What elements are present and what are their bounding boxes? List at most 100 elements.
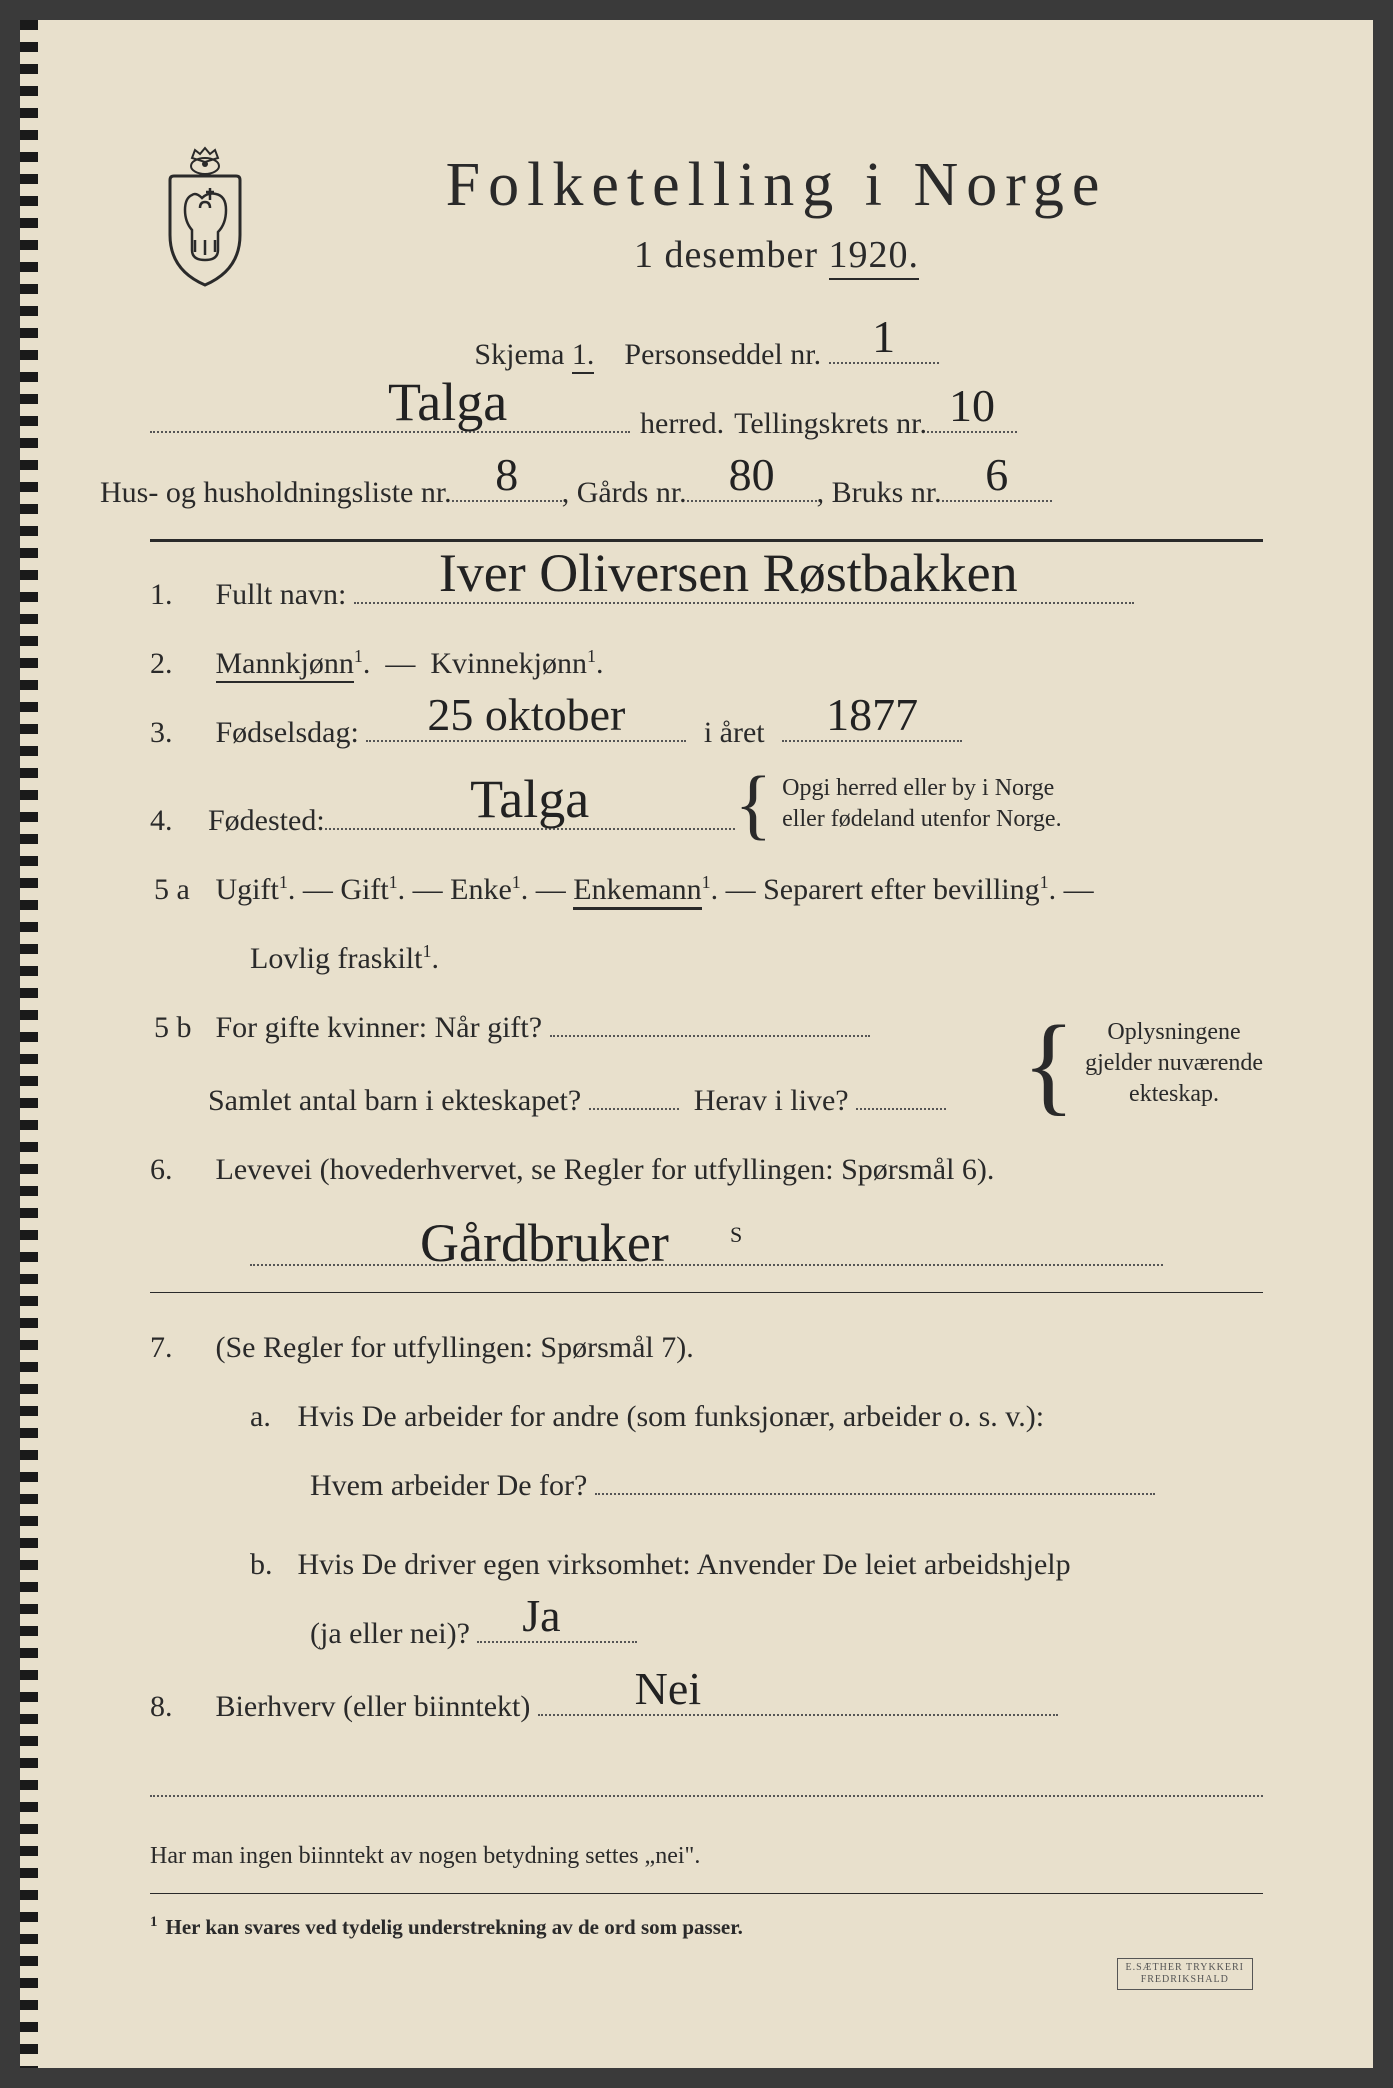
q3-day-field: 25 oktober — [366, 740, 686, 742]
q5a-separert: Separert efter bevilling — [763, 873, 1040, 906]
gards-value: 80 — [729, 452, 775, 498]
q5b-note1: Oplysningene — [1107, 1019, 1240, 1045]
bruks-label: , Bruks nr. — [817, 464, 942, 521]
q5b-note2: gjelder nuværende — [1085, 1050, 1263, 1076]
q4-num: 4. — [150, 792, 208, 849]
q2-mann: Mannkjønn — [216, 647, 354, 683]
herred-label: herred. — [640, 395, 724, 452]
q6-field: Gårdbruker S — [250, 1210, 1163, 1266]
stamp-2: FREDRIKSHALD — [1141, 1974, 1229, 1985]
q5a-enke: Enke — [450, 873, 512, 906]
q7b-label: Hvis De driver egen virksomhet: Anvender… — [298, 1548, 1071, 1581]
bruks-field: 6 — [942, 500, 1052, 502]
q6-value: Gårdbruker — [420, 1216, 669, 1270]
q4: 4. Fødested: Talga { Opgi herred eller b… — [150, 773, 1263, 849]
gards-field: 80 — [687, 500, 817, 502]
q8-label: Bierhverv (eller biinntekt) — [216, 1690, 531, 1723]
q4-value: Talga — [470, 772, 589, 826]
q7b-value: Ja — [522, 1593, 560, 1639]
q7a-2: Hvem arbeider De for? — [150, 1457, 1263, 1514]
herred-line: Talga herred. Tellingskrets nr. 10 — [150, 395, 1263, 452]
q8: 8. Bierhverv (eller biinntekt) Nei — [150, 1678, 1263, 1735]
q3-day: 25 oktober — [427, 692, 625, 738]
q1-num: 1. — [150, 566, 208, 623]
q5b-label: For gifte kvinner: Når gift? — [216, 1011, 543, 1044]
skjema-label: Skjema — [474, 338, 564, 371]
q4-note2: eller fødeland utenfor Norge. — [782, 806, 1061, 832]
q5b-label2: Samlet antal barn i ekteskapet? — [208, 1084, 581, 1117]
q7a-field — [595, 1493, 1155, 1495]
form-body: Skjema 1. Personseddel nr. 1 Talga herre… — [150, 326, 1263, 1948]
husliste-value: 8 — [495, 452, 518, 498]
q7a: a. Hvis De arbeider for andre (som funks… — [150, 1388, 1263, 1445]
footnote-text: Her kan svares ved tydelig understreknin… — [166, 1915, 743, 1939]
q4-label: Fødested: — [208, 792, 325, 849]
footer-note: Har man ingen biinntekt av nogen betydni… — [150, 1834, 1263, 1880]
subtitle-date: 1 desember — [634, 234, 818, 276]
personseddel-label: Personseddel nr. — [624, 338, 821, 371]
q5b-field3 — [856, 1108, 946, 1110]
q6: 6. Levevei (hovederhvervet, se Regler fo… — [150, 1141, 1263, 1198]
tellingskrets-field: 10 — [927, 431, 1017, 433]
q6-suffix: S — [730, 1224, 742, 1246]
q8-field: Nei — [538, 1714, 1058, 1716]
q7b-2: (ja eller nei)? Ja — [150, 1605, 1263, 1662]
personseddel-field: 1 — [829, 362, 939, 364]
q3-label: Fødselsdag: — [216, 716, 359, 749]
q7: 7. (Se Regler for utfyllingen: Spørsmål … — [150, 1319, 1263, 1376]
q5a-ugift: Ugift — [216, 873, 279, 906]
divider-1 — [150, 539, 1263, 542]
main-title: Folketelling i Norge — [290, 150, 1263, 221]
q5b-note3: ekteskap. — [1129, 1081, 1219, 1107]
tellingskrets-value: 10 — [949, 383, 995, 429]
q1-value: Iver Oliversen Røstbakken — [439, 546, 1018, 600]
q3-mid: i året — [704, 716, 765, 749]
bruks-value: 6 — [985, 452, 1008, 498]
q7-label: (Se Regler for utfyllingen: Spørsmål 7). — [216, 1331, 694, 1364]
q5a-enkemann: Enkemann — [573, 873, 701, 910]
title-block: Folketelling i Norge 1 desember 1920. — [290, 140, 1263, 277]
coat-of-arms-icon — [150, 140, 260, 290]
q7a-num: a. — [250, 1388, 290, 1445]
q3-year-field: 1877 — [782, 740, 962, 742]
q5b: 5 b For gifte kvinner: Når gift? Samlet … — [150, 999, 1263, 1129]
q4-note1: Opgi herred eller by i Norge — [782, 775, 1054, 801]
q5b-label3: Herav i live? — [694, 1084, 849, 1117]
subtitle: 1 desember 1920. — [290, 233, 1263, 277]
divider-3 — [150, 1893, 1263, 1894]
brace-icon: { — [735, 781, 772, 828]
q8-num: 8. — [150, 1678, 208, 1735]
q7-num: 7. — [150, 1319, 208, 1376]
subtitle-year: 1920. — [829, 234, 920, 280]
q5a-lovlig: Lovlig fraskilt — [250, 942, 422, 975]
q7a-label: Hvis De arbeider for andre (som funksjon… — [298, 1400, 1045, 1433]
printer-stamp: E.SÆTHER TRYKKERI FREDRIKSHALD — [1117, 1958, 1254, 1990]
q2: 2. Mannkjønn1. — Kvinnekjønn1. — [150, 635, 1263, 692]
skjema-line: Skjema 1. Personseddel nr. 1 — [150, 326, 1263, 383]
binding-perforations — [20, 20, 38, 2068]
footnote: 1Her kan svares ved tydelig understrekni… — [150, 1908, 1263, 1948]
q5b-field1 — [550, 1035, 870, 1037]
personseddel-value: 1 — [872, 314, 895, 360]
q2-kvinne: Kvinnekjønn — [430, 647, 587, 680]
q7b-field: Ja — [477, 1641, 637, 1643]
q5a-cont: Lovlig fraskilt1. — [150, 930, 1263, 987]
q1-label: Fullt navn: — [216, 578, 347, 611]
husliste-field: 8 — [452, 500, 562, 502]
q5a-gift: Gift — [340, 873, 388, 906]
q5b-field2 — [589, 1108, 679, 1110]
husliste-label: Hus- og husholdningsliste nr. — [100, 464, 452, 521]
q6-label: Levevei (hovederhvervet, se Regler for u… — [216, 1153, 995, 1186]
q4-field: Talga — [325, 828, 735, 830]
q8-value: Nei — [635, 1666, 701, 1712]
q5a-num: 5 a — [150, 861, 208, 918]
divider-2 — [150, 1292, 1263, 1293]
q5b-note: { Oplysningene gjelder nuværende ekteska… — [1022, 1017, 1263, 1111]
brace-icon: { — [1022, 1031, 1075, 1097]
q7b-num: b. — [250, 1536, 290, 1593]
q7b-label2: (ja eller nei)? — [310, 1617, 470, 1650]
q3-num: 3. — [150, 704, 208, 761]
herred-field: Talga — [150, 431, 630, 433]
q5b-num: 5 b — [150, 999, 208, 1056]
q1: 1. Fullt navn: Iver Oliversen Røstbakken — [150, 566, 1263, 623]
